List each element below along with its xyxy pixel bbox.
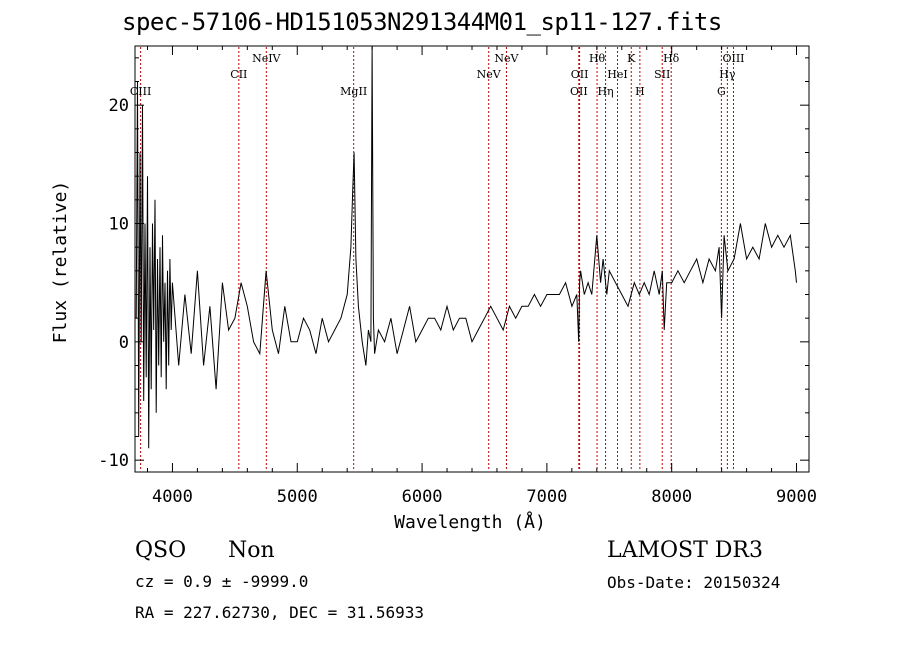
line-marker-label: CII <box>230 68 247 81</box>
line-marker-label: K <box>627 52 636 65</box>
coords-text: RA = 227.62730, DEC = 31.56933 <box>135 603 424 622</box>
line-marker-label: NeIV <box>252 52 281 65</box>
y-tick-label: 10 <box>109 215 129 235</box>
line-marker-label: NeV <box>494 52 519 65</box>
line-marker-label: Hη <box>597 85 613 98</box>
x-tick-label: 7000 <box>526 487 567 507</box>
line-marker-label: NeV <box>477 68 502 81</box>
line-marker-label: G <box>717 85 726 98</box>
line-marker-label: HeI <box>607 68 627 81</box>
line-marker-label: CIII <box>130 85 151 98</box>
line-marker-label: Hδ <box>663 52 680 65</box>
redshift-text: cz = 0.9 ± -9999.0 <box>135 572 309 591</box>
x-axis-label: Wavelength (Å) <box>394 511 546 533</box>
y-tick-label: -10 <box>98 451 129 471</box>
line-marker-label: Hγ <box>719 68 736 81</box>
x-tick-label: 6000 <box>402 487 443 507</box>
x-tick-label: 8000 <box>651 487 692 507</box>
line-markers: CIIICIINeIVMgIINeVNeVOIIOIIHθHηHeIKHSIIH… <box>130 47 745 471</box>
line-marker-label: OII <box>571 68 589 81</box>
object-subclass: Non <box>228 538 275 563</box>
x-tick-label: 4000 <box>152 487 193 507</box>
spectrum-line <box>135 45 797 449</box>
line-marker-label: H <box>635 85 645 98</box>
plot-frame <box>134 45 810 473</box>
line-marker-label: MgII <box>340 85 367 98</box>
y-tick-label: 20 <box>109 96 129 116</box>
line-marker-label: OII <box>570 85 588 98</box>
line-marker-label: SII <box>654 68 670 81</box>
axes: 4000 5000 6000 7000 8000 9000 -10 0 10 20 <box>98 46 817 507</box>
line-marker-label: OIII <box>722 52 744 65</box>
obs-date: Obs-Date: 20150324 <box>607 573 781 592</box>
x-tick-label: 9000 <box>776 487 817 507</box>
line-marker-label: Hθ <box>589 52 606 65</box>
spectrum-series <box>135 45 797 449</box>
x-tick-label: 5000 <box>277 487 318 507</box>
y-axis-label: Flux (relative) <box>50 181 71 344</box>
object-class: QSO <box>135 538 187 563</box>
survey-label: LAMOST DR3 <box>607 538 763 563</box>
y-tick-label: 0 <box>119 333 129 353</box>
chart-title: spec-57106-HD151053N291344M01_sp11-127.f… <box>122 8 722 36</box>
